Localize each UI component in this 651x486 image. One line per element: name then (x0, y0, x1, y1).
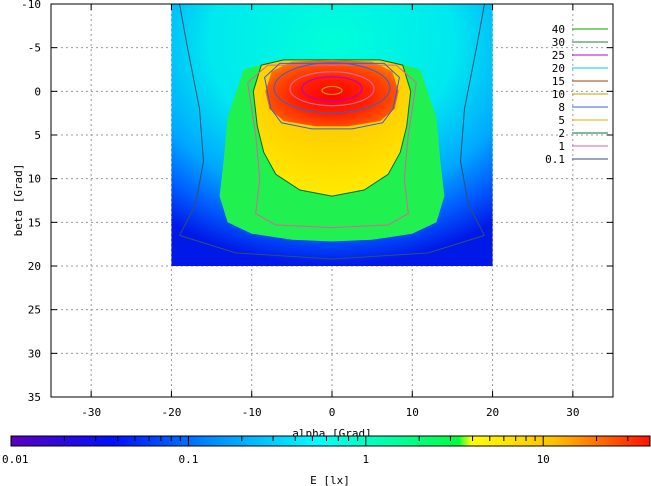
contour-line-1 (247, 64, 417, 229)
legend-label: 5 (558, 114, 565, 127)
colorbar (10, 435, 651, 447)
x-tick-label: 30 (566, 406, 579, 419)
x-tick-label: -30 (81, 406, 101, 419)
contour-line-0.1 (178, 4, 486, 260)
y-tick-label: 15 (28, 216, 41, 229)
x-tick-label: 10 (406, 406, 419, 419)
legend-label: 1 (558, 140, 565, 153)
y-tick-label: -10 (21, 0, 41, 11)
heatmap-field (171, 4, 493, 266)
legend-label: 10 (552, 88, 565, 101)
y-tick-label: -5 (28, 42, 41, 55)
y-tick-label: 5 (34, 129, 41, 142)
colorbar-tick-label: 0.1 (178, 453, 198, 466)
colorbar-tick-label: 0.01 (2, 453, 29, 466)
y-tick-label: 20 (28, 260, 41, 273)
colorbar-tick-label: 10 (537, 453, 550, 466)
colorbar-label: E [lx] (310, 474, 350, 486)
legend-label: 2 (558, 127, 565, 140)
contour-line-8 (264, 62, 400, 130)
x-tick-label: -20 (161, 406, 181, 419)
y-axis-label: beta [Grad] (12, 164, 25, 237)
legend-label: 25 (552, 49, 565, 62)
contour-lines (178, 4, 486, 260)
x-tick-label: 20 (486, 406, 499, 419)
heatmap-zone-red (265, 59, 399, 127)
x-tick-label: -10 (242, 406, 262, 419)
legend-label: 20 (552, 62, 565, 75)
y-tick-label: 0 (34, 85, 41, 98)
y-tick-label: 35 (28, 391, 41, 404)
x-axis-ticks: -30 -20 -10 0 10 20 30 (81, 4, 579, 419)
legend-label: 30 (552, 36, 565, 49)
y-tick-label: 30 (28, 347, 41, 360)
legend-label: 15 (552, 75, 565, 88)
y-tick-label: 10 (28, 173, 41, 186)
legend-label: 40 (552, 23, 565, 36)
colorbar-ticks: 0.01 0.1 1 10 (2, 436, 651, 466)
contour-line-40 (321, 85, 343, 96)
legend-label: 8 (558, 101, 565, 114)
colorbar-tick-label: 1 (362, 453, 369, 466)
y-tick-label: 25 (28, 304, 41, 317)
x-tick-label: 0 (329, 406, 336, 419)
contour-line-15 (289, 71, 375, 107)
legend-label: 0.1 (545, 153, 565, 166)
contour-line-10 (273, 62, 391, 114)
contour-line-25 (301, 76, 363, 102)
